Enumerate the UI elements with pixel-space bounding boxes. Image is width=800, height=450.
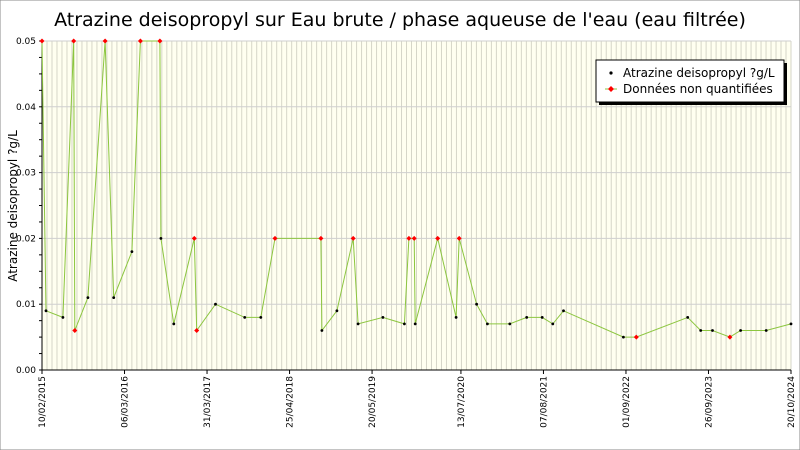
data-point-nonquantified [157, 38, 163, 44]
data-point-quantified [381, 316, 385, 319]
data-point-quantified [243, 316, 247, 319]
data-point-quantified [551, 322, 555, 326]
y-axis-ticks: 0.00 0.01 0.02 0.03 0.04 0.05 [16, 37, 42, 376]
y-tick-label: 0.00 [16, 366, 36, 376]
x-tick-label: 07/08/2021 [539, 376, 549, 428]
data-point-quantified [172, 322, 176, 326]
y-tick-label: 0.03 [16, 169, 36, 179]
data-point-quantified [86, 296, 90, 299]
x-tick-label: 13/07/2020 [457, 376, 467, 428]
y-axis-label: Atrazine deisopropyl ?g/L [6, 130, 20, 282]
data-point-quantified [454, 316, 458, 319]
data-point-quantified [699, 329, 703, 332]
data-point-quantified [259, 316, 263, 319]
data-point-quantified [764, 329, 768, 332]
y-tick-label: 0.04 [16, 103, 36, 113]
x-tick-label: 31/03/2017 [203, 376, 213, 428]
data-point-quantified [356, 322, 360, 326]
data-point-quantified [711, 329, 714, 332]
data-point-nonquantified [137, 38, 143, 44]
legend-label-quantified: Atrazine deisopropyl ?g/L [623, 66, 775, 80]
data-point-quantified [508, 322, 512, 326]
data-point-nonquantified [191, 235, 197, 241]
data-point-nonquantified [71, 38, 77, 44]
data-point-nonquantified [406, 235, 412, 241]
data-point-quantified [44, 309, 48, 313]
data-point-nonquantified [272, 235, 278, 241]
data-point-quantified [525, 316, 529, 319]
data-point-quantified [214, 302, 217, 306]
y-tick-label: 0.05 [16, 37, 36, 47]
data-point-nonquantified [411, 235, 417, 241]
legend-label-nonquantified: Données non quantifiées [623, 82, 773, 96]
chart-title: Atrazine deisopropyl sur Eau brute / pha… [54, 9, 746, 31]
data-point-quantified [739, 329, 742, 332]
data-point-nonquantified [39, 38, 45, 44]
legend-marker-nonquantified [608, 86, 614, 92]
data-point-quantified [159, 237, 163, 240]
legend: Atrazine deisopropyl ?g/L Données non qu… [595, 59, 787, 105]
data-point-quantified [403, 322, 406, 326]
legend-box [595, 59, 785, 103]
data-point-quantified [686, 316, 690, 319]
x-tick-label: 20/10/2024 [787, 376, 797, 428]
data-point-quantified [622, 335, 625, 339]
data-point-quantified [130, 250, 134, 254]
legend-marker-quantified [609, 71, 613, 75]
x-tick-label: 25/04/2018 [286, 376, 296, 428]
data-point-nonquantified [194, 328, 200, 333]
y-tick-label: 0.01 [16, 300, 36, 310]
data-point-quantified [320, 329, 324, 332]
data-point-nonquantified [456, 235, 462, 241]
data-point-quantified [475, 302, 478, 306]
x-tick-label: 06/03/2016 [121, 376, 131, 428]
x-tick-label: 20/05/2019 [368, 376, 378, 428]
y-tick-label: 0.02 [16, 234, 36, 244]
data-series [39, 38, 793, 340]
data-point-nonquantified [727, 334, 733, 340]
x-tick-label: 01/09/2022 [622, 376, 632, 428]
data-point-quantified [562, 309, 565, 313]
data-point-nonquantified [633, 334, 639, 340]
data-point-nonquantified [102, 38, 108, 44]
x-tick-label: 10/02/2015 [38, 376, 48, 428]
data-point-nonquantified [350, 235, 356, 241]
data-point-quantified [335, 309, 339, 313]
series-line [41, 40, 792, 338]
data-point-quantified [413, 322, 417, 326]
x-tick-label: 26/09/2023 [705, 376, 715, 428]
data-point-nonquantified [435, 235, 441, 241]
x-axis-ticks: 10/02/2015 06/03/2016 31/03/2017 25/04/2018… [38, 370, 797, 428]
data-point-nonquantified [72, 328, 78, 333]
data-point-quantified [486, 322, 489, 326]
data-point-nonquantified [318, 235, 324, 241]
data-point-quantified [789, 322, 793, 326]
data-point-quantified [112, 296, 116, 299]
data-point-quantified [61, 316, 65, 319]
data-point-quantified [540, 316, 544, 319]
